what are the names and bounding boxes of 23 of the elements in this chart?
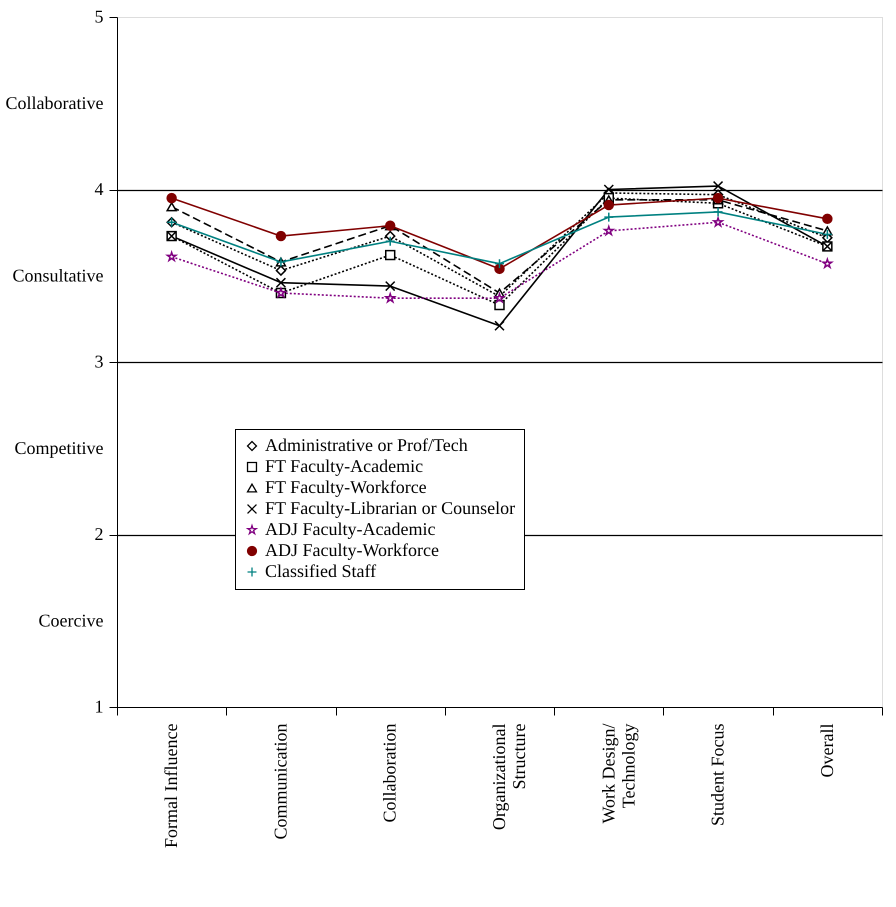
- y-tick-label: 2: [94, 524, 104, 544]
- y-tick-label: Collaborative: [6, 92, 104, 113]
- x-tick-label: Student Focus: [708, 724, 728, 826]
- y-tick-label: 1: [94, 696, 104, 716]
- y-tick-label: 4: [94, 179, 104, 199]
- y-tick-label: Competitive: [14, 438, 104, 458]
- legend-label: ADJ Faculty-Workforce: [265, 540, 440, 560]
- x-tick-label: Work Design/ Technology: [598, 724, 638, 824]
- legend-label: ADJ Faculty-Academic: [265, 519, 436, 539]
- legend-label: FT Faculty-Librarian or Counselor: [265, 498, 516, 518]
- legend-label: FT Faculty-Workforce: [265, 477, 427, 497]
- legend-label: FT Faculty-Academic: [265, 456, 424, 476]
- legend-label: Administrative or Prof/Tech: [265, 435, 468, 455]
- legend-label: Classified Staff: [265, 561, 376, 581]
- x-tick-label: Organizational Structure: [489, 723, 529, 830]
- y-tick-label: Consultative: [12, 265, 104, 286]
- x-tick-label: Communication: [270, 724, 290, 840]
- x-tick-label: Collaboration: [380, 724, 400, 822]
- y-tick-label: 3: [94, 352, 104, 372]
- x-tick-label: Overall: [816, 724, 837, 778]
- x-tick-label: Formal Influence: [161, 723, 182, 848]
- y-tick-label: Coercive: [38, 610, 104, 630]
- y-tick-label: 5: [94, 6, 104, 26]
